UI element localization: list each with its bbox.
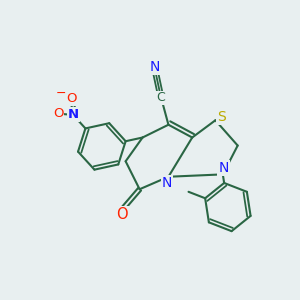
Text: O: O <box>67 92 77 105</box>
Text: S: S <box>217 110 226 124</box>
Text: −: − <box>56 87 66 100</box>
Text: O: O <box>53 107 63 120</box>
Text: N: N <box>162 176 172 190</box>
Text: C: C <box>157 92 165 104</box>
Text: N: N <box>218 161 229 175</box>
Text: N: N <box>68 108 79 121</box>
Text: N: N <box>149 60 160 74</box>
Text: O: O <box>116 207 128 222</box>
